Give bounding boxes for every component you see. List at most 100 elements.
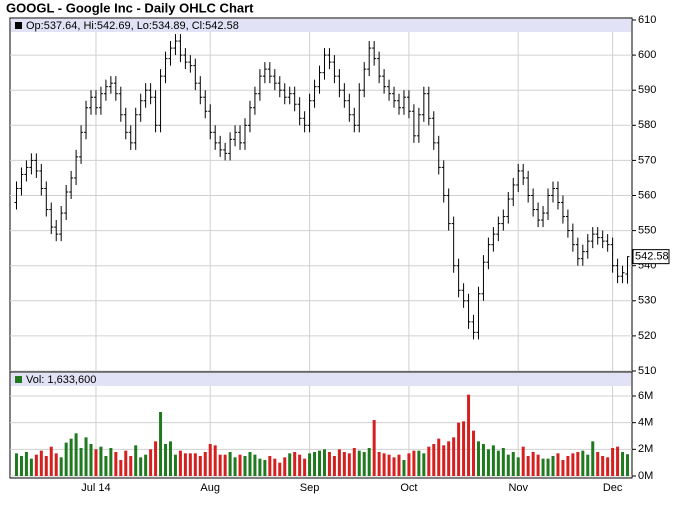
volume-bar — [49, 446, 53, 476]
x-tick-label: Nov — [508, 482, 528, 494]
volume-bar — [437, 438, 441, 476]
volume-bar — [313, 452, 317, 476]
volume-bar — [178, 450, 182, 476]
volume-bar — [109, 448, 113, 476]
volume-bar — [228, 452, 232, 476]
volume-bar — [377, 452, 381, 476]
volume-bar — [59, 457, 63, 476]
volume-bar — [293, 452, 297, 476]
volume-bar — [218, 454, 222, 476]
volume-bar — [99, 446, 103, 476]
y2-tick-label: 4M — [638, 417, 653, 429]
volume-bar — [44, 456, 48, 476]
y-tick-label: 600 — [638, 49, 656, 61]
volume-bar — [526, 456, 530, 476]
volume-bar — [168, 441, 172, 476]
volume-legend: Vol: 1,633,600 — [26, 374, 96, 386]
volume-bar — [586, 454, 590, 476]
volume-bar — [308, 453, 312, 476]
volume-bar — [372, 420, 376, 476]
volume-bar — [476, 441, 480, 476]
volume-bar — [322, 449, 326, 476]
volume-bar — [387, 454, 391, 476]
volume-bar — [303, 458, 307, 476]
volume-bar — [193, 453, 197, 476]
volume-bar — [521, 446, 525, 476]
volume-bar — [268, 456, 272, 476]
x-tick-label: Dec — [603, 482, 623, 494]
volume-bar — [501, 448, 505, 476]
volume-bar — [576, 452, 580, 476]
volume-bar — [134, 445, 138, 476]
volume-bar — [14, 453, 18, 476]
last-price-box — [632, 249, 670, 265]
volume-bar — [298, 454, 302, 476]
volume-bar — [611, 448, 615, 476]
y-tick-label: 520 — [638, 330, 656, 342]
y-tick-label: 580 — [638, 119, 656, 131]
volume-bar — [164, 444, 168, 476]
volume-bar — [541, 458, 545, 476]
volume-bar — [124, 450, 128, 476]
volume-bar — [601, 456, 605, 476]
volume-bar — [621, 452, 625, 476]
legend-icon — [15, 376, 22, 383]
volume-bar — [417, 450, 421, 476]
volume-bar — [327, 452, 331, 476]
volume-bar — [427, 446, 431, 476]
x-tick-label: Aug — [200, 482, 220, 494]
volume-bar — [159, 412, 163, 476]
last-price-label: 542.58 — [635, 251, 669, 263]
volume-bar — [581, 450, 585, 476]
volume-bar — [74, 433, 78, 476]
volume-bar — [442, 445, 446, 476]
x-tick-label: Sep — [300, 482, 320, 494]
volume-bar — [412, 450, 416, 476]
volume-bar — [397, 454, 401, 476]
y2-tick-label: 6M — [638, 390, 653, 402]
volume-bar — [69, 438, 73, 476]
volume-bar — [352, 448, 356, 476]
volume-bar — [462, 421, 466, 476]
volume-bar — [551, 456, 555, 476]
volume-bar — [571, 453, 575, 476]
y-tick-label: 560 — [638, 189, 656, 201]
y-tick-label: 530 — [638, 295, 656, 307]
volume-bar — [233, 457, 237, 476]
ohlc-legend: Op:537.64, Hi:542.69, Lo:534.89, Cl:542.… — [26, 20, 239, 32]
volume-bar — [173, 454, 177, 476]
volume-bar — [64, 442, 68, 476]
volume-bar — [223, 454, 227, 476]
volume-bar — [94, 449, 98, 476]
volume-bar — [481, 444, 485, 476]
volume-bar — [452, 437, 456, 476]
volume-bar — [84, 437, 88, 476]
y-tick-label: 510 — [638, 365, 656, 377]
volume-bar — [144, 454, 148, 476]
volume-bar — [546, 458, 550, 476]
volume-bar — [347, 453, 351, 476]
volume-bar — [566, 456, 570, 476]
y-tick-label: 550 — [638, 225, 656, 237]
volume-bar — [104, 456, 108, 476]
volume-bar — [342, 452, 346, 476]
legend-icon — [15, 22, 22, 29]
volume-bar — [432, 444, 436, 476]
volume-bar — [129, 456, 133, 476]
price-legend-band — [11, 19, 631, 32]
volume-bar — [472, 430, 476, 476]
volume-bar — [278, 462, 282, 476]
volume-bar — [29, 458, 33, 476]
volume-bar — [467, 394, 471, 476]
volume-bar — [188, 453, 192, 476]
volume-bar — [536, 454, 540, 476]
volume-bar — [288, 453, 292, 476]
volume-bar — [491, 445, 495, 476]
volume-bar — [114, 452, 118, 476]
volume-bar — [531, 452, 535, 476]
volume-bar — [496, 450, 500, 476]
volume-bar — [54, 453, 58, 476]
x-tick-label: Jul 14 — [81, 482, 110, 494]
volume-bar — [149, 449, 153, 476]
